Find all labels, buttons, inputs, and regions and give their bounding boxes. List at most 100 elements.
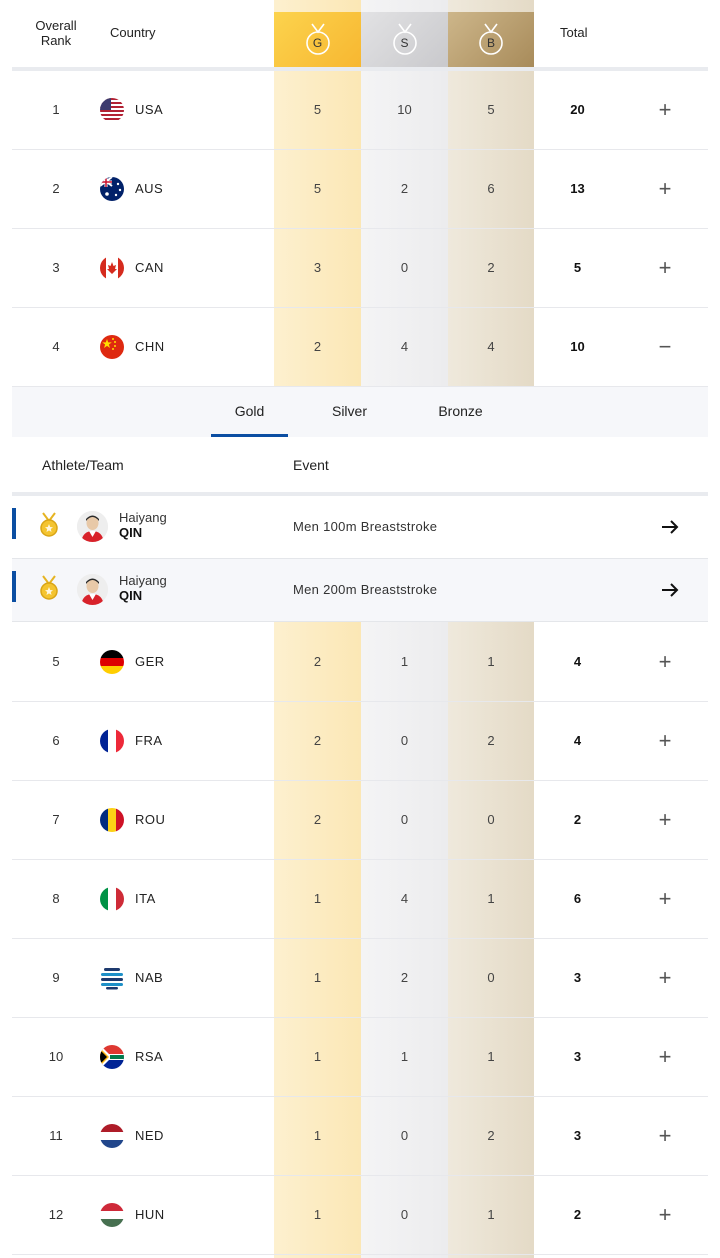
hun-flag-icon	[100, 1203, 124, 1227]
expand-button[interactable]: +	[658, 886, 672, 911]
country-code[interactable]: AUS	[135, 181, 164, 196]
gold-accent-bar	[12, 508, 16, 539]
aus-flag-icon	[100, 177, 124, 201]
country-code[interactable]: RSA	[135, 1049, 164, 1064]
tab-silver[interactable]: Silver	[331, 403, 367, 419]
total-count: 3	[573, 1128, 582, 1143]
rank: 12	[48, 1207, 64, 1222]
total-count: 3	[573, 970, 582, 985]
gold-medal-icon	[38, 512, 60, 538]
expand-button[interactable]: +	[658, 807, 672, 832]
rsa-flag-icon	[100, 1045, 124, 1069]
silver-count: 4	[400, 891, 409, 906]
expand-button[interactable]: +	[658, 255, 672, 280]
tab-gold[interactable]: Gold	[234, 403, 265, 419]
bronze-count: 0	[487, 970, 495, 985]
gold-count: 2	[313, 339, 322, 354]
header-divider	[12, 67, 708, 71]
gold-count: 1	[313, 891, 322, 906]
country-code[interactable]: ITA	[135, 891, 156, 906]
silver-letter: S	[400, 35, 409, 50]
bronze-count: 6	[487, 181, 495, 196]
ita-flag-icon	[100, 887, 124, 911]
gold-medal-icon	[38, 575, 60, 601]
expand-button[interactable]: +	[658, 965, 672, 990]
silver-count: 1	[400, 1049, 409, 1064]
header-country[interactable]: Country	[110, 25, 156, 40]
rank: 7	[52, 812, 60, 827]
header-total[interactable]: Total	[560, 25, 588, 40]
active-tab-indicator	[211, 434, 288, 437]
silver-count: 2	[400, 970, 409, 985]
fra-flag-icon	[100, 729, 124, 753]
gold-count: 1	[313, 1049, 322, 1064]
event-row[interactable]: Haiyang QIN Men 100m Breaststroke	[12, 496, 708, 559]
athlete-team-header: Athlete/Team	[42, 457, 124, 473]
silver-count: 0	[400, 812, 409, 827]
country-code[interactable]: CHN	[135, 339, 165, 354]
total-count: 10	[570, 339, 585, 354]
rank: 8	[52, 891, 60, 906]
total-count: 2	[573, 1207, 582, 1222]
gold-count: 2	[313, 654, 322, 669]
country-code[interactable]: CAN	[135, 260, 164, 275]
silver-count: 0	[400, 733, 409, 748]
can-flag-icon	[100, 256, 124, 280]
gold-accent-bar	[12, 571, 16, 602]
header-silver[interactable]: S	[361, 12, 448, 67]
athlete-first-name: Haiyang	[119, 573, 167, 588]
gold-count: 2	[313, 733, 322, 748]
bronze-count: 1	[487, 1207, 495, 1222]
usa-flag-icon	[100, 98, 124, 122]
silver-count: 4	[400, 339, 409, 354]
total-count: 5	[573, 260, 582, 275]
expand-button[interactable]: +	[658, 728, 672, 753]
country-code[interactable]: NED	[135, 1128, 164, 1143]
rank: 1	[52, 102, 60, 117]
expand-button[interactable]: +	[658, 176, 672, 201]
expand-button[interactable]: +	[658, 1123, 672, 1148]
event-row[interactable]: Haiyang QIN Men 200m Breaststroke	[12, 559, 708, 622]
gold-count: 2	[313, 812, 322, 827]
bronze-count: 2	[487, 260, 495, 275]
ned-flag-icon	[100, 1124, 124, 1148]
country-code[interactable]: NAB	[135, 970, 164, 985]
header-gold[interactable]: G	[274, 12, 361, 67]
table-row: 12 HUN 1 0 1 2 +	[12, 1176, 708, 1255]
country-code[interactable]: ROU	[135, 812, 166, 827]
silver-count: 0	[400, 1207, 409, 1222]
gold-medal-icon: G	[305, 23, 331, 57]
country-code[interactable]: HUN	[135, 1207, 165, 1222]
arrow-right-icon[interactable]	[658, 515, 682, 539]
silver-count: 2	[400, 181, 409, 196]
expand-button[interactable]: +	[658, 1044, 672, 1069]
bronze-column-bg	[448, 0, 534, 1258]
total-count: 13	[570, 181, 585, 196]
expand-button[interactable]: +	[658, 649, 672, 674]
header-overall-rank[interactable]: Overall Rank	[35, 18, 77, 48]
tab-bronze[interactable]: Bronze	[438, 403, 483, 419]
table-row: 6 FRA 2 0 2 4 +	[12, 702, 708, 781]
country-code[interactable]: GER	[135, 654, 165, 669]
collapse-button[interactable]: −	[658, 334, 672, 359]
bronze-count: 1	[487, 654, 495, 669]
country-code[interactable]: USA	[135, 102, 164, 117]
gold-count: 5	[313, 102, 322, 117]
table-row: 5 GER 2 1 1 4 +	[12, 623, 708, 702]
silver-column-bg	[361, 0, 448, 1258]
table-row: 10 RSA 1 1 1 3 +	[12, 1018, 708, 1097]
bronze-count: 1	[487, 891, 495, 906]
rank: 6	[52, 733, 60, 748]
header-bronze[interactable]: B	[448, 12, 534, 67]
gold-count: 1	[313, 970, 322, 985]
athlete-last-name: QIN	[119, 525, 143, 540]
country-code[interactable]: FRA	[135, 733, 163, 748]
expand-button[interactable]: +	[658, 1202, 672, 1227]
total-count: 4	[573, 733, 582, 748]
table-row: 11 NED 1 0 2 3 +	[12, 1097, 708, 1176]
event-header: Event	[293, 457, 329, 473]
arrow-right-icon[interactable]	[658, 578, 682, 602]
event-name: Men 200m Breaststroke	[293, 582, 438, 597]
athlete-last-name: QIN	[119, 588, 143, 603]
expand-button[interactable]: +	[658, 97, 672, 122]
